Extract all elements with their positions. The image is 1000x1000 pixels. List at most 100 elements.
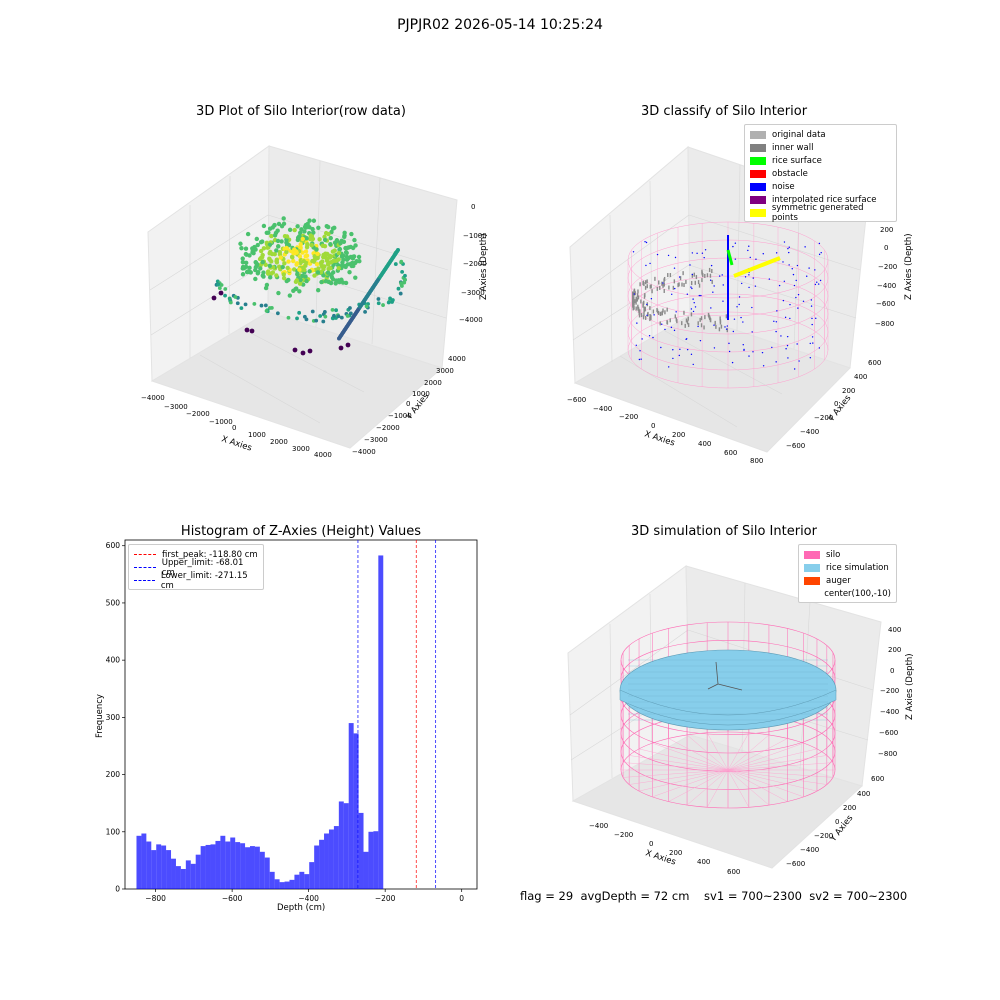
inner-wall-point <box>701 278 703 283</box>
p2-scatter-points <box>627 221 829 389</box>
inner-wall-point <box>640 299 642 304</box>
p1-ytick: −2000 <box>376 424 400 432</box>
inner-wall-point <box>677 283 679 288</box>
noise-point <box>789 303 791 306</box>
inner-wall-point <box>709 273 712 278</box>
scatter-point <box>326 231 331 237</box>
histogram-bar <box>136 835 142 889</box>
noise-point <box>696 252 698 255</box>
inner-wall-point <box>682 271 684 276</box>
p2-ylabel: Y Axies <box>826 393 854 425</box>
scatter-point <box>318 270 324 275</box>
noise-point <box>752 351 754 353</box>
scatter-point <box>264 282 270 288</box>
scatter-point <box>349 231 354 237</box>
panel2-title: 3D classify of Silo Interior <box>640 104 808 119</box>
noise-point <box>811 323 813 326</box>
scatter-point <box>312 257 318 262</box>
noise-point <box>795 279 797 282</box>
p2-ztick: 0 <box>884 244 888 252</box>
inner-wall-point <box>693 272 695 277</box>
legend-label: center(100,-10) <box>824 588 891 599</box>
p4-ztick: 400 <box>888 626 901 634</box>
noise-point <box>788 246 790 248</box>
noise-point <box>789 317 791 320</box>
scatter-point <box>218 290 224 296</box>
scatter-point <box>241 266 247 271</box>
histogram-bar <box>141 833 147 889</box>
scatter-point <box>304 278 309 284</box>
histogram-bar <box>294 874 300 889</box>
inner-wall-point <box>725 314 728 319</box>
scatter-point <box>337 336 341 341</box>
noise-point <box>670 326 673 329</box>
noise-point <box>691 252 694 254</box>
inner-wall-point <box>661 311 663 316</box>
noise-point <box>701 252 704 254</box>
scatter-point <box>381 303 385 307</box>
silo-floor-spoke <box>668 769 729 802</box>
noise-point <box>736 306 738 308</box>
scatter-point <box>332 313 336 318</box>
p1-ytick: 2000 <box>424 379 442 387</box>
scatter-point <box>341 239 347 244</box>
noise-point <box>724 326 726 328</box>
p4-xtick: 200 <box>669 849 682 857</box>
inner-wall-point <box>662 283 664 288</box>
inner-wall-point <box>681 282 683 287</box>
noise-point <box>635 344 637 346</box>
p4-floor-pane <box>571 734 863 869</box>
histogram-bar <box>259 851 265 889</box>
p1-xtick: −2000 <box>186 410 210 418</box>
noise-point <box>712 291 714 293</box>
noise-point <box>783 280 786 282</box>
noise-point <box>722 284 724 286</box>
p1-ytick: −3000 <box>364 436 388 444</box>
noise-point <box>709 279 712 281</box>
inner-wall-point <box>683 283 685 288</box>
scatter-point <box>344 257 350 262</box>
scatter-point <box>298 242 303 247</box>
legend-swatch <box>750 195 766 204</box>
scatter-point <box>292 227 297 233</box>
scatter-point <box>343 264 348 270</box>
histogram-bar <box>166 850 172 889</box>
noise-point <box>638 358 641 361</box>
legend-swatch <box>750 143 766 152</box>
noise-point <box>809 357 812 359</box>
legend-label: auger <box>826 575 851 586</box>
y-tick-label: 400 <box>106 656 121 665</box>
scatter-point <box>269 233 274 239</box>
scatter-point <box>322 310 327 314</box>
noise-point <box>820 251 822 254</box>
silo-floor-spoke <box>727 738 788 771</box>
scatter-point <box>334 308 338 313</box>
panel3-histogram: −800 −600 −400 −200 0 0 100 200 300 400 500 600 De… <box>95 539 478 913</box>
inner-wall-point <box>644 280 647 285</box>
auger-arm <box>717 683 743 691</box>
noise-point <box>672 357 674 360</box>
scatter-point <box>284 240 289 245</box>
inner-wall-point <box>654 276 656 281</box>
scatter-point <box>303 249 309 254</box>
silo-floor-spoke <box>727 769 750 808</box>
noise-point <box>740 282 743 285</box>
scatter-point <box>294 261 300 266</box>
inner-wall-point <box>632 292 635 297</box>
scatter-point <box>352 237 357 243</box>
scatter-point <box>307 348 313 354</box>
scatter-point <box>297 289 302 294</box>
scatter-point <box>240 259 246 265</box>
inner-wall-point <box>704 273 706 278</box>
legend-item: obstacle <box>750 167 891 180</box>
noise-point <box>783 241 786 243</box>
inner-wall-point <box>687 323 690 328</box>
scatter-point <box>396 286 401 291</box>
noise-point <box>664 328 666 331</box>
p2-xtick: 0 <box>651 422 655 430</box>
scatter-point <box>351 254 357 259</box>
inner-wall-point <box>684 323 686 328</box>
scatter-point <box>245 269 250 274</box>
scatter-point <box>217 286 222 291</box>
scatter-point <box>276 244 281 249</box>
